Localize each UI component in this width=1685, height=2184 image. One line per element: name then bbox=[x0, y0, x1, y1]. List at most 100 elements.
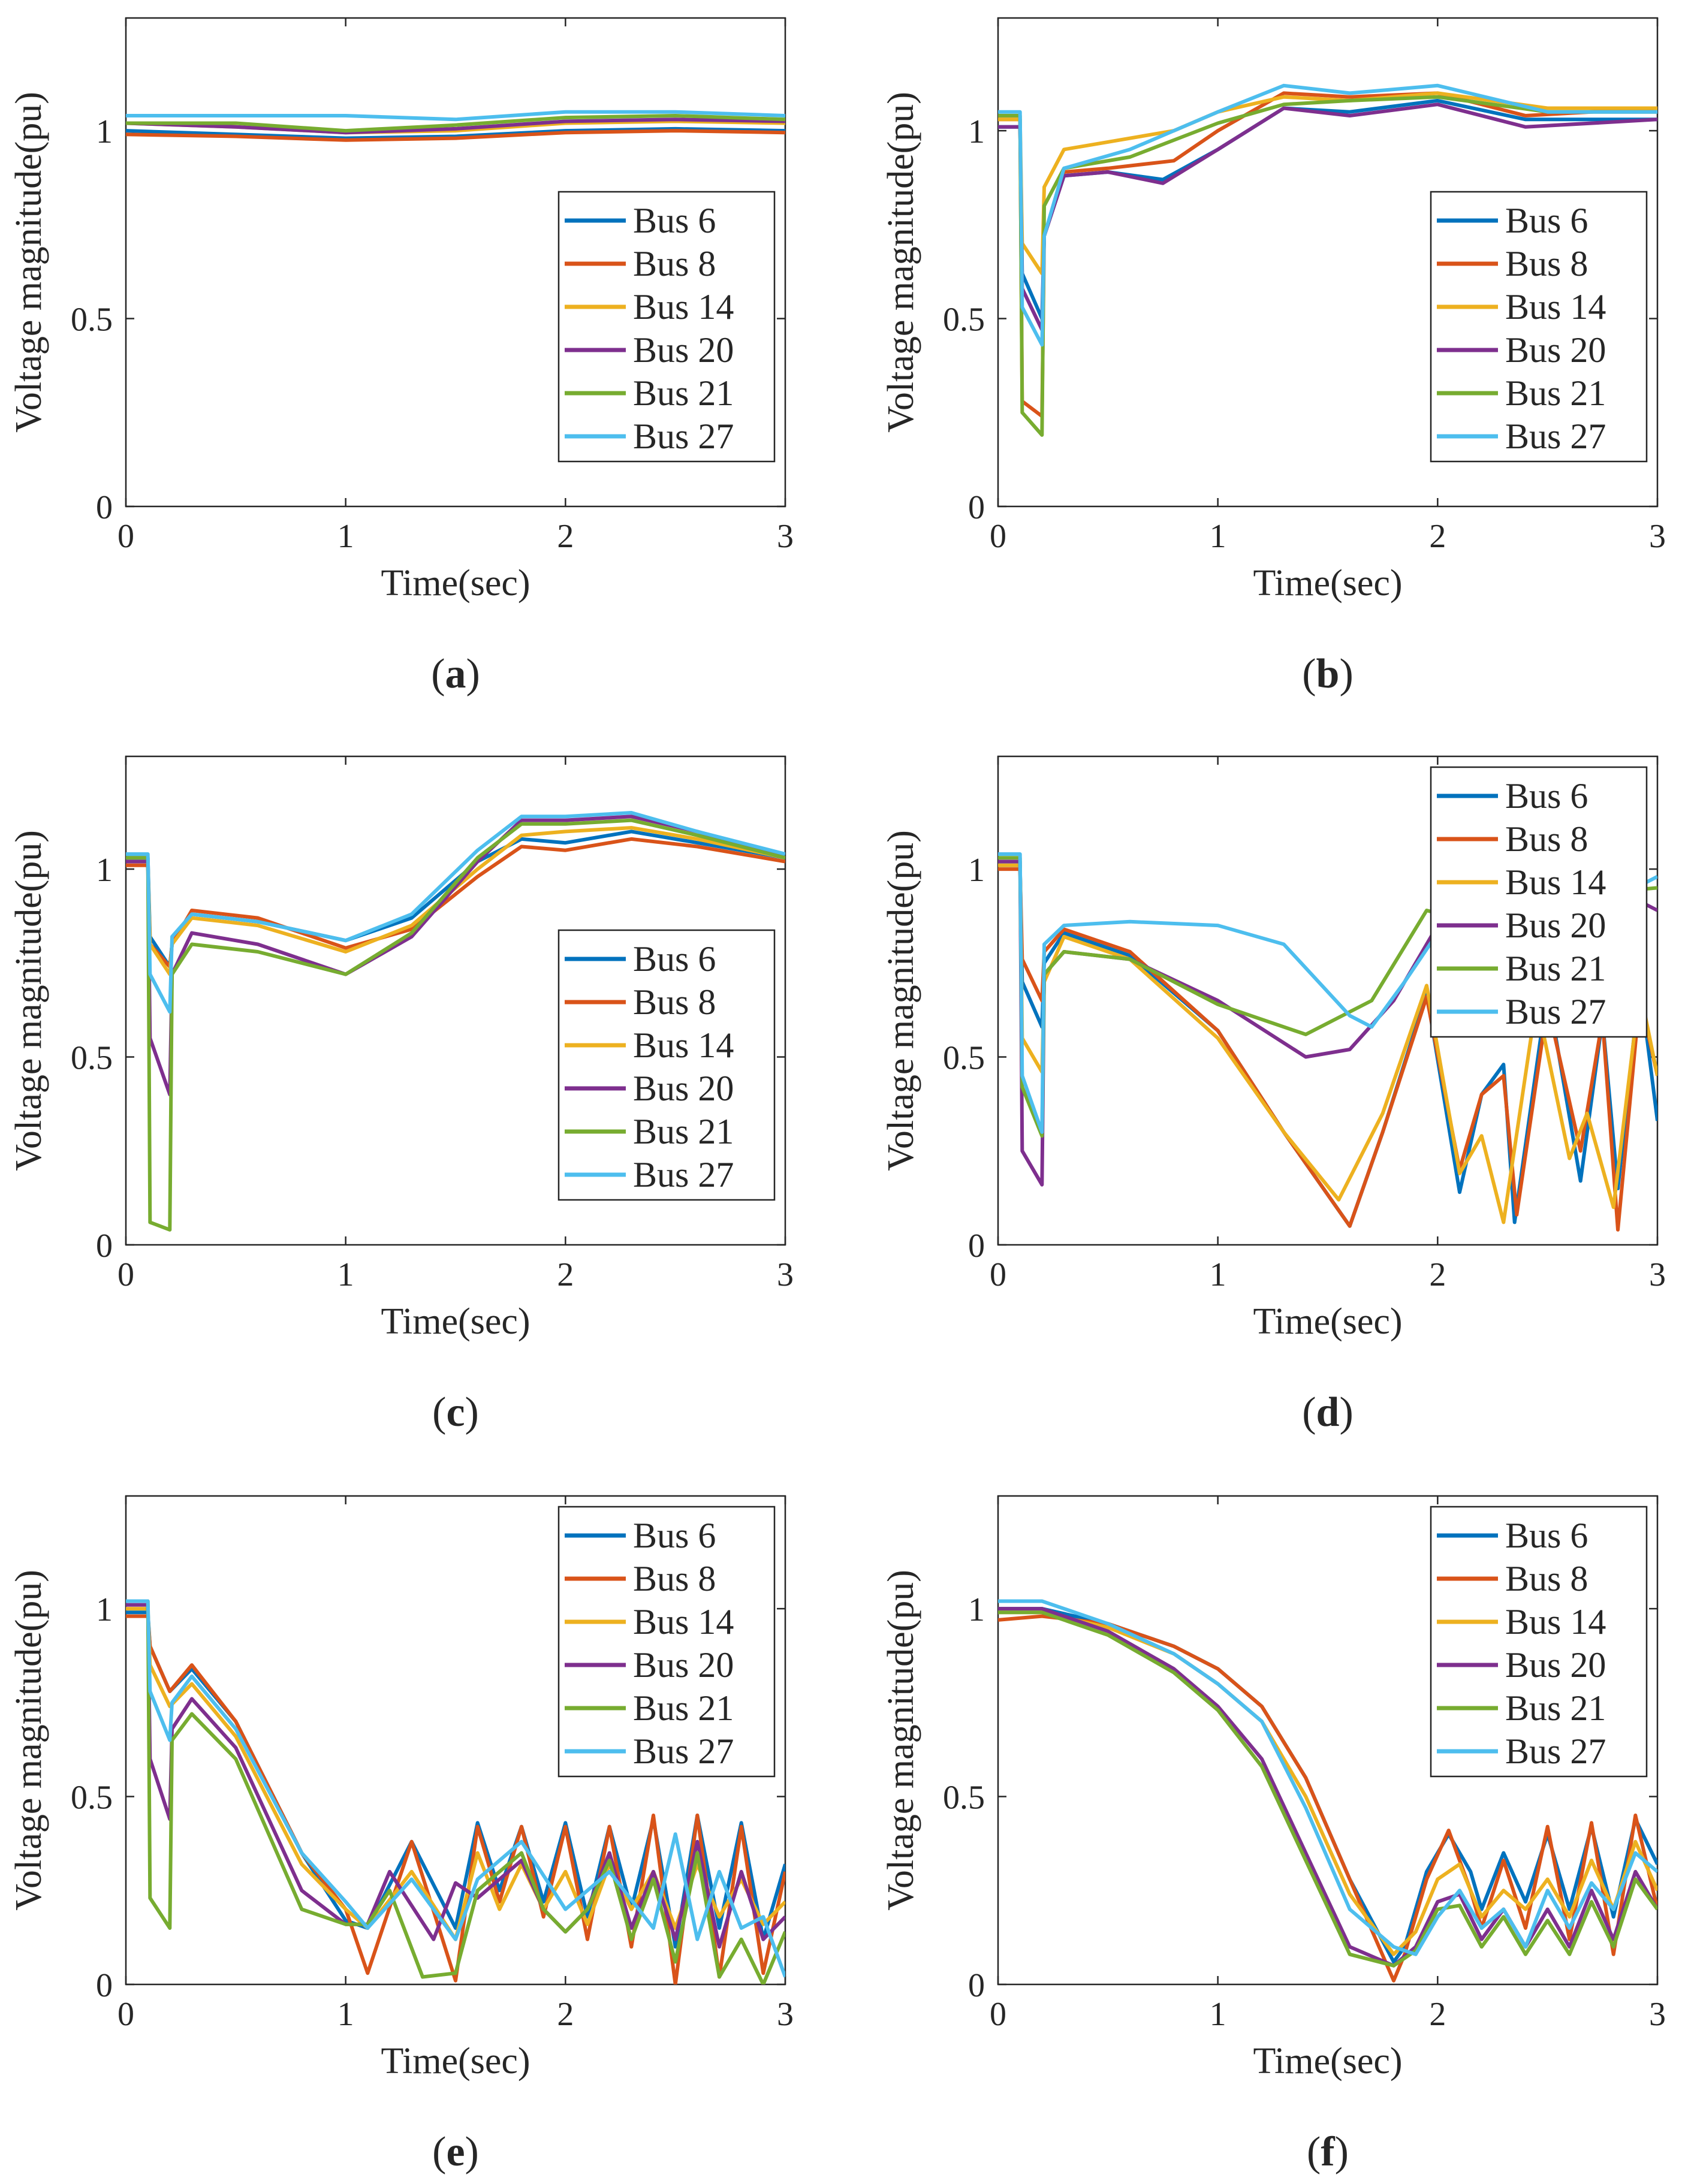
x-axis-label: Time(sec) bbox=[381, 1301, 530, 1342]
legend-entry: Bus 8 bbox=[633, 982, 716, 1022]
x-tick-label: 1 bbox=[337, 1996, 354, 2033]
series-line-bus-14 bbox=[998, 91, 1657, 276]
x-tick-label: 2 bbox=[557, 518, 574, 555]
y-axis-label: Voltage magnitude(pu) bbox=[881, 92, 921, 433]
x-axis-label: Time(sec) bbox=[381, 563, 530, 604]
legend-box bbox=[557, 191, 776, 463]
legend-entry: Bus 20 bbox=[1505, 906, 1606, 945]
x-axis-label: Time(sec) bbox=[1253, 2041, 1402, 2082]
legend-box bbox=[1430, 191, 1648, 463]
legend-entry: Bus 14 bbox=[1505, 287, 1606, 327]
y-axis-label: Voltage magnitude(pu) bbox=[8, 1570, 49, 1911]
chart-panel-e: 0 1 2 3 0 0.5 1 Time(sec) Voltage magnitude(pu) B… bbox=[8, 1495, 794, 2175]
series-line-bus-21 bbox=[998, 95, 1657, 437]
chart-panel-f: 0 1 2 3 0 0.5 1 Time(sec) Voltage magnitude(pu) B… bbox=[881, 1495, 1666, 2175]
x-tick-label: 2 bbox=[1429, 518, 1446, 555]
y-tick-label: 1 bbox=[968, 113, 985, 150]
x-tick-label: 1 bbox=[1210, 1996, 1226, 2033]
legend-entry: Bus 6 bbox=[633, 201, 716, 240]
series-line-bus-20 bbox=[998, 1607, 1657, 1968]
x-tick-label: 3 bbox=[777, 518, 794, 555]
legend-box bbox=[1430, 1506, 1648, 1778]
x-tick-label: 0 bbox=[990, 1996, 1006, 2033]
series-line-bus-20 bbox=[998, 102, 1657, 332]
x-tick-label: 0 bbox=[117, 518, 134, 555]
series-line-bus-21 bbox=[126, 114, 785, 133]
legend-entry: Bus 27 bbox=[1505, 992, 1606, 1031]
legend-entry: Bus 8 bbox=[1505, 244, 1588, 283]
series-line-bus-8 bbox=[126, 129, 785, 142]
x-tick-label: 2 bbox=[1429, 1256, 1446, 1293]
legend-entry: Bus 21 bbox=[633, 1112, 734, 1151]
legend-entry: Bus 14 bbox=[1505, 1602, 1606, 1642]
series-line-bus-21 bbox=[126, 818, 785, 1232]
x-tick-label: 3 bbox=[1649, 518, 1666, 555]
y-tick-label: 0 bbox=[968, 1227, 985, 1265]
y-tick-label: 0 bbox=[96, 1227, 113, 1265]
chart-panel-d: 0 1 2 3 0 0.5 1 Time(sec) Voltage magnitude(pu) B… bbox=[881, 755, 1666, 1435]
y-tick-label: 0.5 bbox=[943, 301, 985, 339]
legend-entry: Bus 20 bbox=[1505, 1645, 1606, 1685]
panel-caption: (c) bbox=[432, 1389, 479, 1435]
panel-caption-letter: c bbox=[446, 1389, 465, 1435]
chart-panel-b: 0 1 2 3 0 0.5 1 Time(sec) Voltage magnitude(pu) B… bbox=[881, 17, 1666, 697]
panel-caption: (b) bbox=[1302, 651, 1354, 697]
series-line-bus-20 bbox=[126, 1603, 785, 1949]
y-tick-label: 0 bbox=[96, 1967, 113, 2004]
legend-entry: Bus 8 bbox=[1505, 1559, 1588, 1598]
panel-caption-letter: d bbox=[1316, 1389, 1340, 1435]
legend-entry: Bus 27 bbox=[633, 1731, 734, 1771]
y-tick-label: 0.5 bbox=[71, 301, 113, 339]
panel-caption: (a) bbox=[431, 651, 480, 697]
y-tick-label: 0 bbox=[968, 489, 985, 526]
y-tick-label: 0.5 bbox=[71, 1040, 113, 1077]
x-tick-label: 0 bbox=[990, 1256, 1006, 1293]
x-tick-label: 2 bbox=[1429, 1996, 1446, 2033]
series-line-bus-14 bbox=[126, 826, 785, 976]
series-line-bus-20 bbox=[126, 117, 785, 135]
y-tick-label: 0 bbox=[96, 489, 113, 526]
x-tick-label: 1 bbox=[337, 1256, 354, 1293]
legend-entry: Bus 8 bbox=[1505, 819, 1588, 859]
legend-entry: Bus 21 bbox=[633, 373, 734, 413]
panel-caption-letter: a bbox=[445, 651, 466, 697]
legend-entry: Bus 20 bbox=[633, 1645, 734, 1685]
legend-entry: Bus 20 bbox=[1505, 330, 1606, 370]
panel-caption: (f) bbox=[1307, 2129, 1349, 2175]
legend-entry: Bus 27 bbox=[633, 1155, 734, 1194]
chart-panel-c: 0 1 2 3 0 0.5 1 Time(sec) Voltage magnitude(pu) B… bbox=[8, 755, 794, 1435]
series-line-bus-6 bbox=[126, 126, 785, 140]
panel-caption-letter: f bbox=[1321, 2129, 1335, 2175]
legend-entry: Bus 6 bbox=[633, 939, 716, 979]
x-tick-label: 3 bbox=[1649, 1996, 1666, 2033]
panel-caption: (d) bbox=[1302, 1389, 1354, 1435]
legend-entry: Bus 27 bbox=[1505, 417, 1606, 456]
legend-entry: Bus 8 bbox=[633, 244, 716, 283]
y-tick-label: 1 bbox=[968, 852, 985, 889]
legend-entry: Bus 8 bbox=[633, 1559, 716, 1598]
x-tick-label: 2 bbox=[557, 1256, 574, 1293]
panel-caption-letter: e bbox=[446, 2129, 465, 2175]
chart-panel-a: 0 1 2 3 0 0.5 1 Time(sec) Voltage magnitude(pu) B… bbox=[8, 17, 794, 697]
y-tick-label: 1 bbox=[96, 113, 113, 150]
legend-entry: Bus 27 bbox=[633, 417, 734, 456]
x-tick-label: 3 bbox=[777, 1256, 794, 1293]
legend-entry: Bus 6 bbox=[1505, 1516, 1588, 1555]
y-tick-label: 1 bbox=[968, 1591, 985, 1628]
panel-caption: (e) bbox=[432, 2129, 479, 2175]
legend-entry: Bus 6 bbox=[1505, 201, 1588, 240]
legend-entry: Bus 21 bbox=[1505, 949, 1606, 988]
legend-entry: Bus 20 bbox=[633, 1069, 734, 1108]
series-line-bus-6 bbox=[998, 98, 1657, 321]
y-tick-label: 0.5 bbox=[943, 1040, 985, 1077]
legend-entry: Bus 14 bbox=[633, 1025, 734, 1065]
series-line-bus-27 bbox=[998, 1599, 1657, 1956]
y-axis-label: Voltage magnitude(pu) bbox=[881, 830, 921, 1171]
series-line-bus-8 bbox=[998, 1614, 1657, 1983]
legend-box bbox=[557, 929, 776, 1201]
